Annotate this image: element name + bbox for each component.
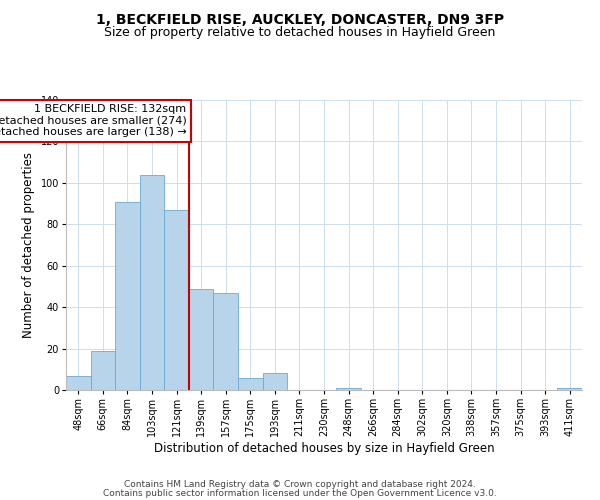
- Bar: [115, 202, 140, 390]
- Text: Contains public sector information licensed under the Open Government Licence v3: Contains public sector information licen…: [103, 489, 497, 498]
- Bar: [238, 378, 263, 390]
- Bar: [140, 174, 164, 390]
- Bar: [214, 292, 238, 390]
- Text: Size of property relative to detached houses in Hayfield Green: Size of property relative to detached ho…: [104, 26, 496, 39]
- Text: Contains HM Land Registry data © Crown copyright and database right 2024.: Contains HM Land Registry data © Crown c…: [124, 480, 476, 489]
- Bar: [91, 350, 115, 390]
- X-axis label: Distribution of detached houses by size in Hayfield Green: Distribution of detached houses by size …: [154, 442, 494, 455]
- Bar: [263, 374, 287, 390]
- Bar: [164, 210, 189, 390]
- Bar: [557, 388, 582, 390]
- Bar: [66, 376, 91, 390]
- Bar: [336, 388, 361, 390]
- Text: 1, BECKFIELD RISE, AUCKLEY, DONCASTER, DN9 3FP: 1, BECKFIELD RISE, AUCKLEY, DONCASTER, D…: [96, 12, 504, 26]
- Text: 1 BECKFIELD RISE: 132sqm
← 67% of detached houses are smaller (274)
33% of semi-: 1 BECKFIELD RISE: 132sqm ← 67% of detach…: [0, 104, 187, 138]
- Y-axis label: Number of detached properties: Number of detached properties: [22, 152, 35, 338]
- Bar: [189, 288, 214, 390]
